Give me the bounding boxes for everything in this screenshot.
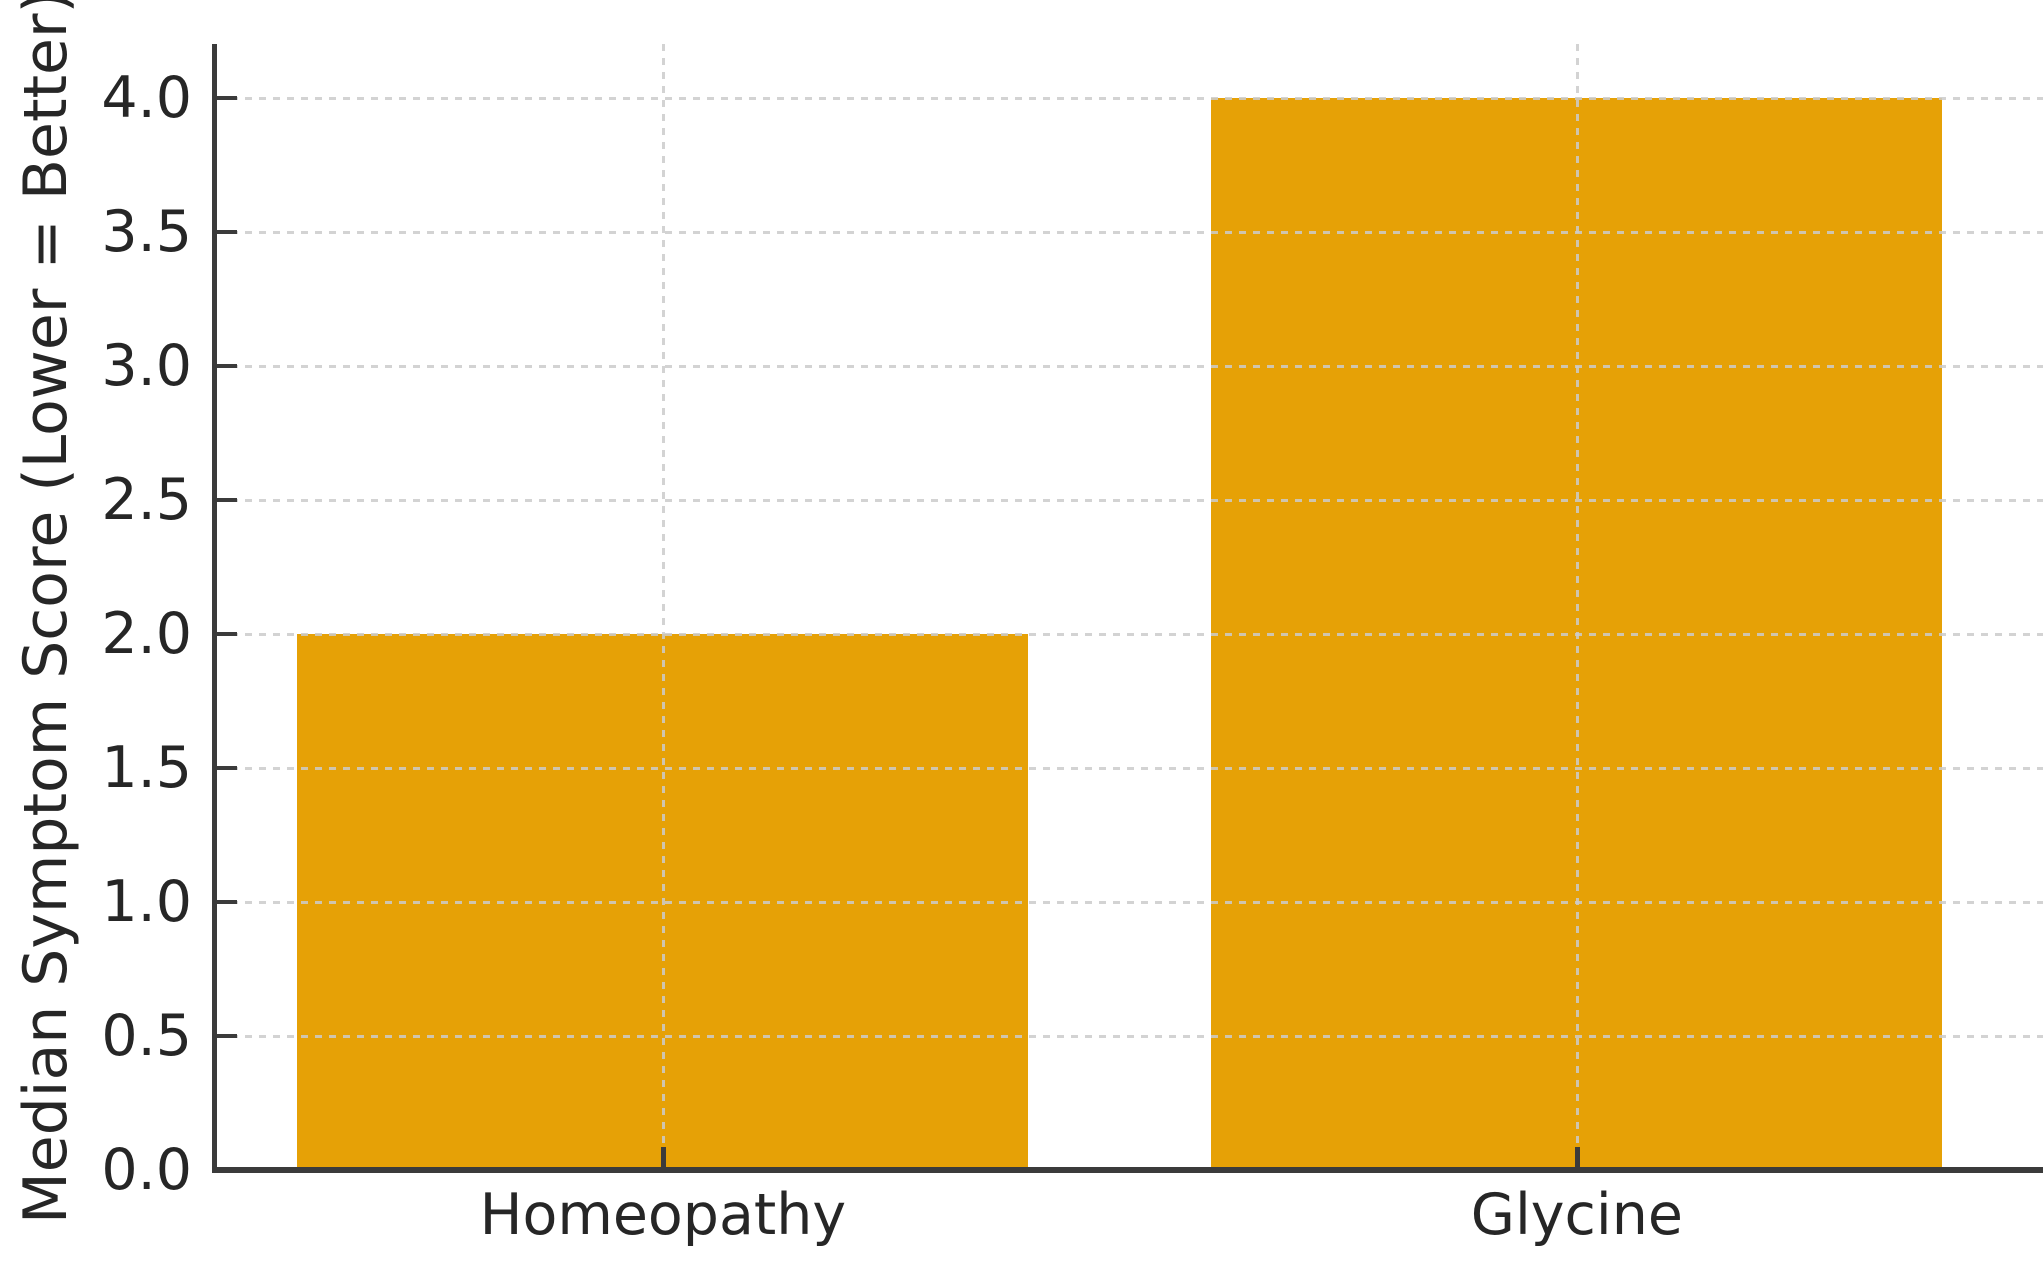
- x-tick-label-homeopathy: Homeopathy: [479, 1182, 847, 1248]
- y-tick-mark-2.5: [217, 497, 237, 502]
- y-gridline-3.0: [217, 364, 2043, 368]
- y-gridline-0.5: [217, 1034, 2043, 1038]
- y-tick-mark-3.5: [217, 229, 237, 234]
- x-tick-label-glycine: Glycine: [1470, 1182, 1683, 1248]
- y-tick-mark-0.0: [217, 1168, 237, 1172]
- y-tick-mark-1.5: [217, 765, 237, 770]
- y-tick-mark-4.0: [217, 95, 237, 100]
- y-gridline-2.0: [217, 632, 2043, 636]
- y-tick-label-1.5: 1.5: [101, 734, 192, 801]
- y-axis-spine: [212, 44, 217, 1173]
- y-tick-label-3.5: 3.5: [101, 198, 192, 265]
- y-tick-label-3.0: 3.0: [101, 332, 192, 399]
- y-tick-label-2.0: 2.0: [101, 600, 192, 667]
- x-tick-mark-glycine: [1574, 1147, 1580, 1169]
- y-tick-mark-0.5: [217, 1033, 237, 1038]
- y-tick-label-1.0: 1.0: [101, 868, 192, 935]
- y-gridline-2.5: [217, 498, 2043, 502]
- y-tick-label-4.0: 4.0: [101, 64, 192, 131]
- x-tick-mark-homeopathy: [660, 1147, 666, 1169]
- x-gridline-glycine: [1575, 44, 1579, 1170]
- y-gridline-4.0: [217, 96, 2043, 100]
- y-tick-mark-1.0: [217, 899, 237, 904]
- y-tick-label-0.5: 0.5: [101, 1002, 192, 1069]
- y-gridline-3.5: [217, 230, 2043, 234]
- y-gridline-1.5: [217, 766, 2043, 770]
- y-tick-label-2.5: 2.5: [101, 466, 192, 533]
- y-tick-mark-2.0: [217, 631, 237, 636]
- y-tick-mark-3.0: [217, 363, 237, 368]
- y-tick-label-0.0: 0.0: [101, 1137, 192, 1203]
- y-gridline-1.0: [217, 900, 2043, 904]
- x-gridline-homeopathy: [661, 44, 665, 1170]
- x-axis-spine: [212, 1167, 2043, 1173]
